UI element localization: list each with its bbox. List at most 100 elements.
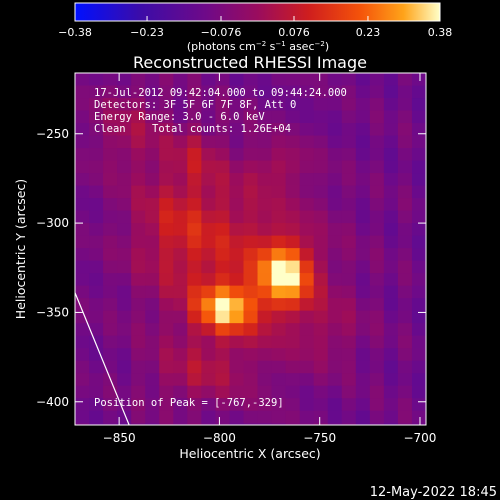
- heatmap-cell: [229, 248, 245, 262]
- heatmap-cell: [341, 398, 357, 412]
- heatmap-cell: [159, 160, 174, 174]
- heatmap-cell: [103, 123, 118, 137]
- heatmap-cell: [369, 360, 385, 374]
- heatmap-cell: [243, 235, 259, 249]
- heatmap-cell: [341, 373, 357, 387]
- heatmap-cell: [131, 160, 146, 174]
- heatmap-cell: [411, 285, 426, 299]
- heatmap-cell: [313, 173, 329, 187]
- x-tick-label: −850: [103, 431, 136, 445]
- heatmap-cell: [159, 173, 174, 187]
- heatmap-cell: [131, 398, 146, 412]
- heatmap-cell: [271, 223, 287, 237]
- heatmap-cell: [397, 360, 413, 374]
- heatmap-cell: [411, 210, 426, 224]
- heatmap-cell: [215, 198, 231, 212]
- heatmap-cell: [383, 423, 399, 425]
- heatmap-cell: [411, 410, 426, 424]
- heatmap-cell: [313, 85, 329, 99]
- heatmap-cell: [243, 160, 259, 174]
- heatmap-cell: [383, 248, 399, 262]
- heatmap-cell: [173, 373, 188, 387]
- heatmap-cell: [201, 110, 216, 124]
- heatmap-cell: [75, 398, 90, 412]
- heatmap-cell: [215, 323, 231, 337]
- x-tick-label: −700: [403, 431, 436, 445]
- heatmap-cell: [187, 73, 202, 87]
- heatmap-cell: [103, 223, 118, 237]
- heatmap-cell: [145, 110, 160, 124]
- heatmap-cell: [285, 360, 301, 374]
- heatmap-cell: [159, 110, 174, 124]
- heatmap-cell: [411, 273, 426, 287]
- heatmap-cell: [271, 148, 287, 162]
- heatmap-cell: [243, 260, 259, 274]
- heatmap-cell: [313, 310, 329, 324]
- heatmap-cell: [257, 385, 273, 399]
- heatmap-cell: [173, 335, 188, 349]
- y-axis-ticks: [75, 133, 426, 403]
- heatmap-cell: [299, 360, 315, 374]
- heatmap-cell: [229, 73, 245, 87]
- heatmap-cell: [313, 248, 329, 262]
- heatmap-cell: [75, 123, 90, 137]
- heatmap-cell: [285, 110, 301, 124]
- heatmap-cell: [201, 385, 216, 399]
- heatmap-cell: [299, 298, 315, 312]
- heatmap-cell: [187, 323, 202, 337]
- heatmap-cell: [187, 123, 202, 137]
- heatmap-cell: [103, 310, 118, 324]
- heatmap-cell: [103, 135, 118, 149]
- x-axis-label: Heliocentric X (arcsec): [179, 446, 320, 461]
- heatmap-cell: [397, 248, 413, 262]
- heatmap-cell: [313, 98, 329, 112]
- heatmap-cell: [117, 185, 132, 199]
- heatmap-cell: [201, 73, 216, 87]
- heatmap-cell: [397, 298, 413, 312]
- heatmap-cell: [229, 423, 245, 425]
- heatmap-cell: [173, 198, 188, 212]
- heatmap-cell: [229, 273, 245, 287]
- heatmap-cell: [313, 123, 329, 137]
- heatmap-cell: [257, 235, 273, 249]
- heatmap-cell: [271, 285, 287, 299]
- heatmap-cell: [173, 135, 188, 149]
- heatmap-cell: [327, 285, 343, 299]
- heatmap-cell: [215, 398, 231, 412]
- heatmap-cell: [75, 198, 90, 212]
- heatmap-cell: [411, 360, 426, 374]
- colorbar-tick-labels: −0.38 −0.23 −0.076 0.076 0.23 0.38: [58, 26, 452, 39]
- heatmap-cell: [257, 210, 273, 224]
- heatmap-cell: [173, 260, 188, 274]
- heatmap-cell: [257, 185, 273, 199]
- heatmap-cell: [355, 210, 371, 224]
- heatmap-cell: [397, 185, 413, 199]
- heatmap-cell: [355, 160, 371, 174]
- heatmap-cell: [75, 410, 90, 424]
- heatmap-cell: [173, 85, 188, 99]
- heatmap-cell: [411, 298, 426, 312]
- heatmap-cell: [89, 398, 104, 412]
- heatmap-cell: [131, 198, 146, 212]
- heatmap-cell: [411, 198, 426, 212]
- heatmap-cell: [173, 323, 188, 337]
- heatmap-cell: [355, 173, 371, 187]
- heatmap-cell: [341, 160, 357, 174]
- annotation-time-range: 17-Jul-2012 09:42:04.000 to 09:44:24.000: [94, 87, 347, 99]
- heatmap-cell: [75, 335, 90, 349]
- heatmap-cell: [215, 385, 231, 399]
- heatmap-cell: [285, 210, 301, 224]
- heatmap-cell: [327, 410, 343, 424]
- heatmap-cell: [103, 273, 118, 287]
- heatmap-cell: [313, 210, 329, 224]
- heatmap-cell: [243, 73, 259, 87]
- heatmap-cell: [75, 248, 90, 262]
- heatmap-cell: [103, 298, 118, 312]
- heatmap-cell: [215, 273, 231, 287]
- heatmap-cell: [215, 260, 231, 274]
- heatmap-cell: [187, 423, 202, 425]
- heatmap-cell: [229, 335, 245, 349]
- colorbar: −0.38 −0.23 −0.076 0.076 0.23 0.38 (photons c…: [58, 2, 452, 53]
- heatmap-cell: [327, 323, 343, 337]
- heatmap-cell: [327, 235, 343, 249]
